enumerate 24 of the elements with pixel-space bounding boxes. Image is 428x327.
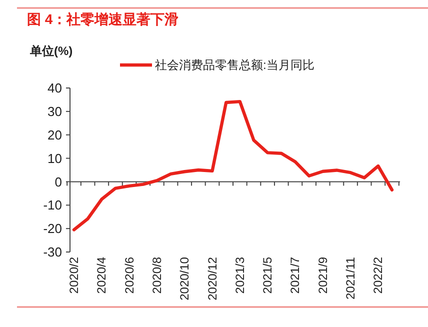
x-tick-label: 2020/10 [178, 256, 192, 300]
chart-title: 图 4：社零增速显著下滑 [27, 11, 179, 27]
x-tick-label: 2020/2 [67, 256, 81, 294]
y-tick-label: 40 [48, 80, 62, 96]
x-tick-label: 2021/3 [232, 256, 247, 294]
y-tick-label: -20 [43, 221, 62, 236]
y-tick-label: 0 [54, 174, 62, 190]
x-tick-label: 2022/2 [371, 256, 386, 294]
y-tick-label: -30 [43, 244, 62, 260]
y-tick-label: 20 [48, 127, 62, 142]
y-axis-title: 单位(%) [29, 44, 73, 58]
y-tick-label: 10 [48, 150, 62, 166]
x-tick-label: 2020/12 [205, 256, 220, 300]
x-tick-label: 2020/6 [122, 256, 136, 294]
x-tick-label: 2021/7 [288, 256, 302, 294]
legend-label: 社会消费品零售总额:当月同比 [155, 58, 314, 72]
y-tick-label: -10 [43, 198, 62, 213]
line-series [72, 100, 394, 232]
x-tick-label: 2021/9 [316, 256, 330, 294]
y-tick-label: 30 [48, 104, 62, 119]
x-tick-label: 2021/11 [344, 256, 358, 300]
x-tick-label: 2020/8 [150, 256, 164, 294]
x-tick-label: 2020/4 [94, 256, 109, 294]
x-tick-label: 2021/5 [260, 256, 275, 294]
